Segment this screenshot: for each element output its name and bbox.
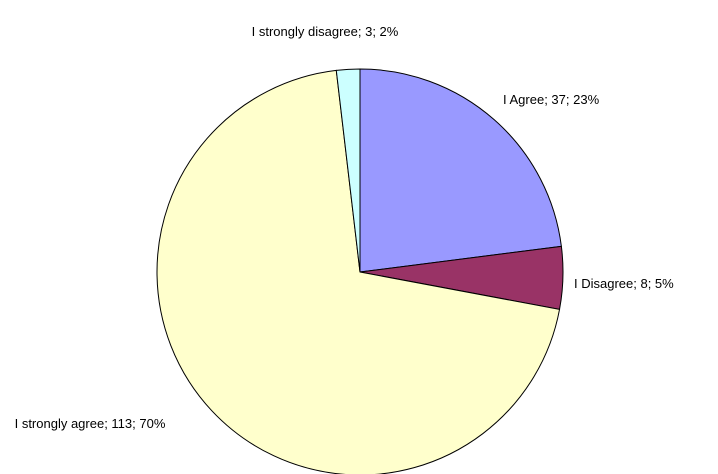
data-label: I Disagree; 8; 5% [574,276,674,291]
data-label: I strongly agree; 113; 70% [14,416,166,431]
data-label: I Agree; 37; 23% [503,92,600,107]
data-label: I strongly disagree; 3; 2% [251,24,399,39]
pie-slice: I Agree [359,68,562,273]
pie-slice: I strongly agree [156,69,561,474]
pie-slice: I strongly disagree [335,68,361,273]
